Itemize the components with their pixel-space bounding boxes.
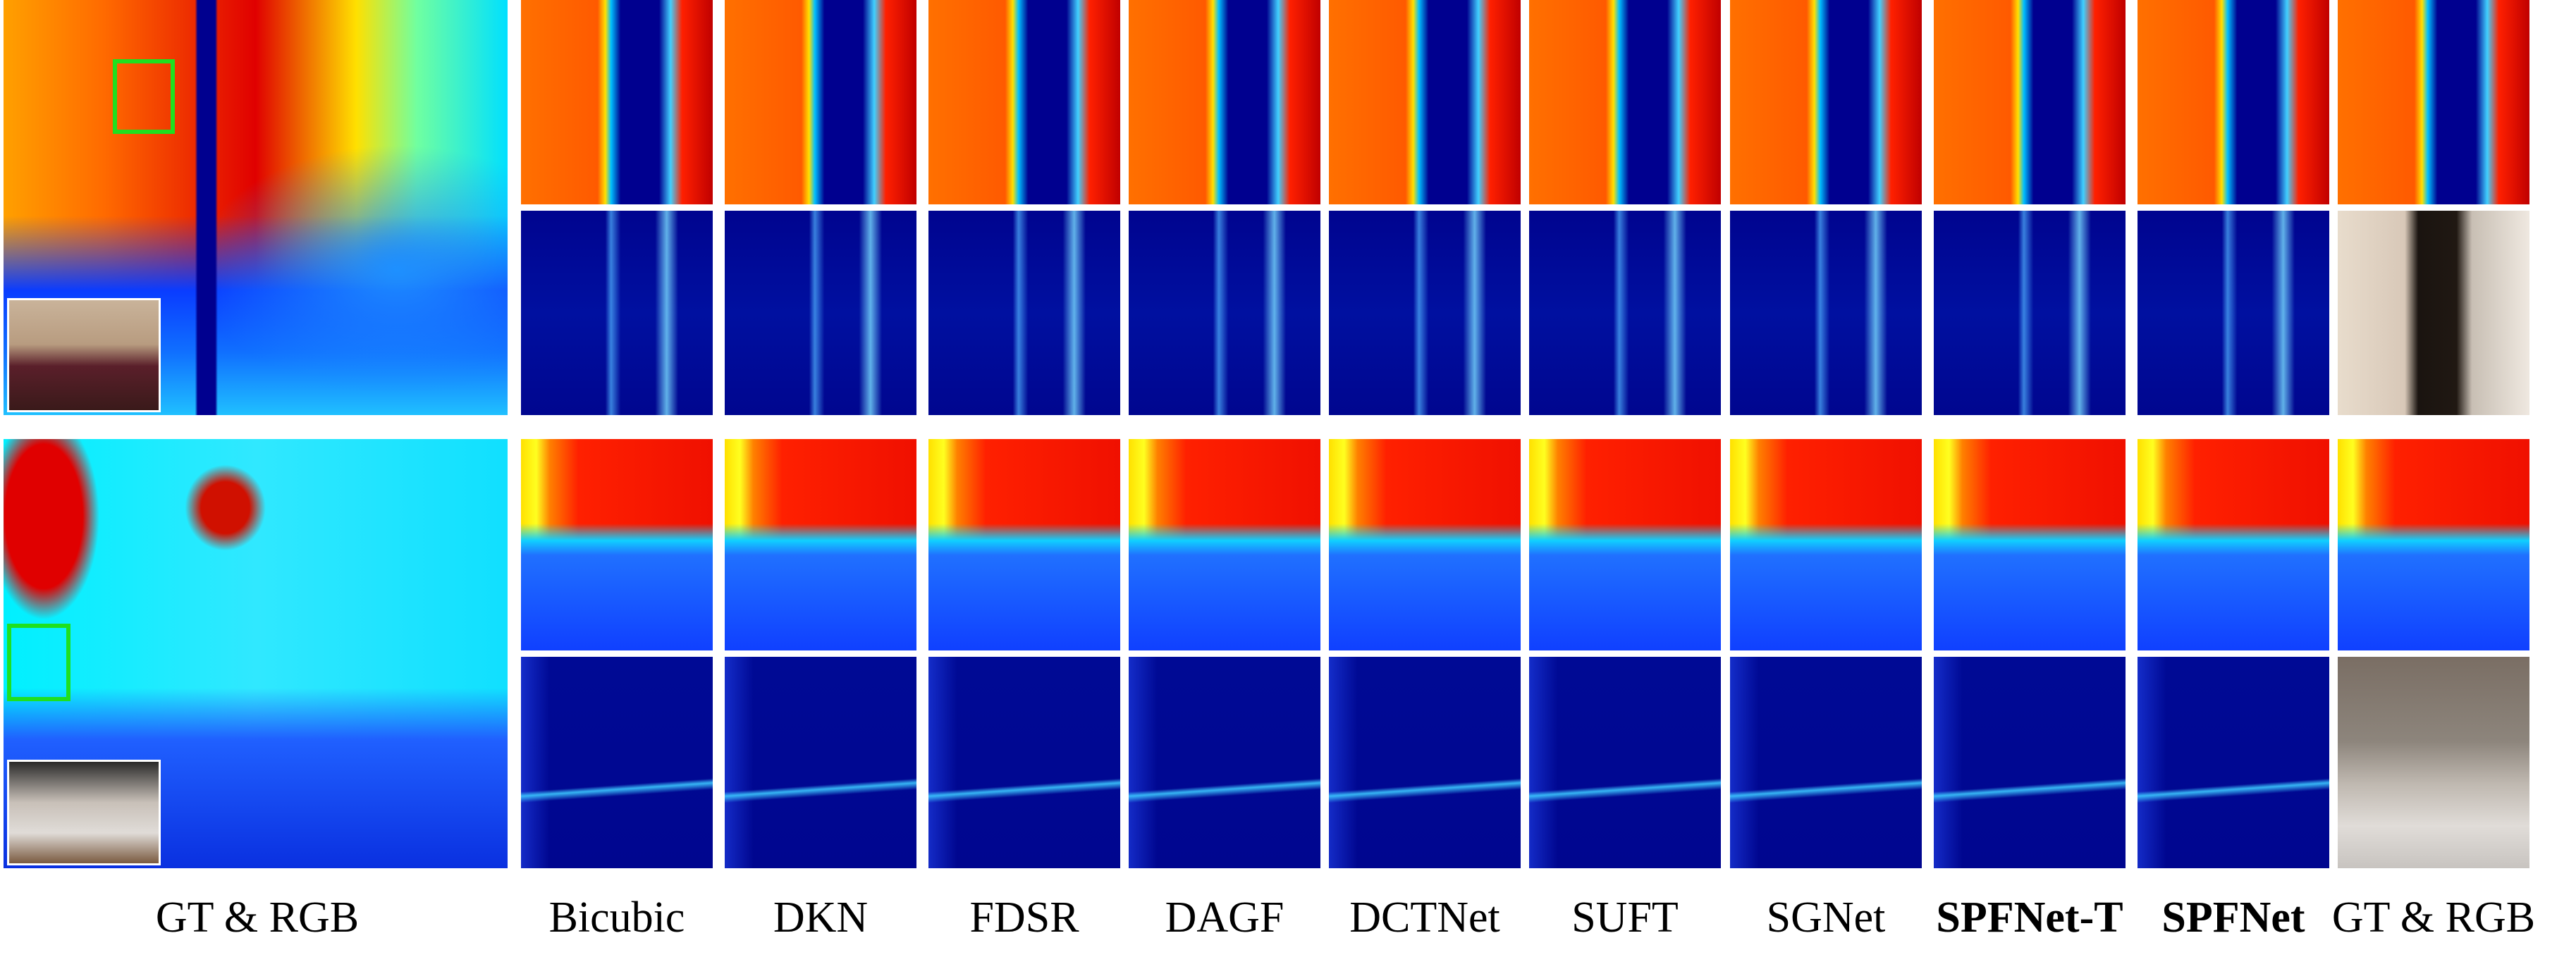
scene2-depth-crop [1529,439,1721,650]
scene1-depth-crop [1529,0,1721,204]
column-label: GT & RGB [155,894,360,942]
scene1-rgb-crop [2338,211,2529,415]
scene1-depth-crop [2138,0,2329,204]
scene1-error-crop [1529,211,1721,415]
scene2-depth-crop [928,439,1120,650]
column-label: SUFT [1571,894,1679,942]
scene1-rgb-inset [7,298,161,412]
column-label: Bicubic [548,894,685,942]
scene2-rgb-inset [7,760,161,865]
scene2-depth-crop [1934,439,2126,650]
scene2-depth-crop [2138,439,2329,650]
scene2-error-crop [521,657,713,868]
scene1-zoom-box [113,59,175,134]
scene2-error-crop [725,657,916,868]
scene1-depth-crop [2338,0,2529,204]
scene2-depth-crop [521,439,713,650]
column-label: FDSR [969,894,1079,942]
scene2-error-crop [1129,657,1320,868]
scene1-depth-crop [1730,0,1922,204]
scene2-depth-crop [1730,439,1922,650]
scene2-zoom-box [7,624,70,701]
scene1-depth-crop [1934,0,2126,204]
scene2-error-crop [2138,657,2329,868]
scene2-depth-crop [1329,439,1521,650]
scene2-depth-crop [1129,439,1320,650]
scene1-error-crop [1934,211,2126,415]
scene1-depth-crop [521,0,713,204]
scene2-error-crop [1730,657,1922,868]
scene2-error-crop [1529,657,1721,868]
scene2-error-crop [928,657,1120,868]
column-label: DCTNet [1349,894,1500,942]
scene1-error-crop [928,211,1120,415]
scene1-depth-crop [928,0,1120,204]
scene2-depth-crop [725,439,916,650]
scene1-depth-crop [1129,0,1320,204]
column-label: GT & RGB [2331,894,2536,942]
column-label: DKN [773,894,869,942]
scene2-rgb-crop [2338,657,2529,868]
column-label: SGNet [1766,894,1886,942]
scene1-error-crop [1730,211,1922,415]
scene1-error-crop [1329,211,1521,415]
column-label: SPFNet [2161,894,2305,942]
scene2-error-crop [1934,657,2126,868]
scene1-depth-crop [1329,0,1521,204]
scene1-error-crop [725,211,916,415]
column-label: DAGF [1165,894,1284,942]
scene1-error-crop [1129,211,1320,415]
scene1-depth-crop [725,0,916,204]
scene2-depth-crop [2338,439,2529,650]
scene1-error-crop [521,211,713,415]
scene2-error-crop [1329,657,1521,868]
scene1-error-crop [2138,211,2329,415]
column-label: SPFNet-T [1936,894,2123,942]
